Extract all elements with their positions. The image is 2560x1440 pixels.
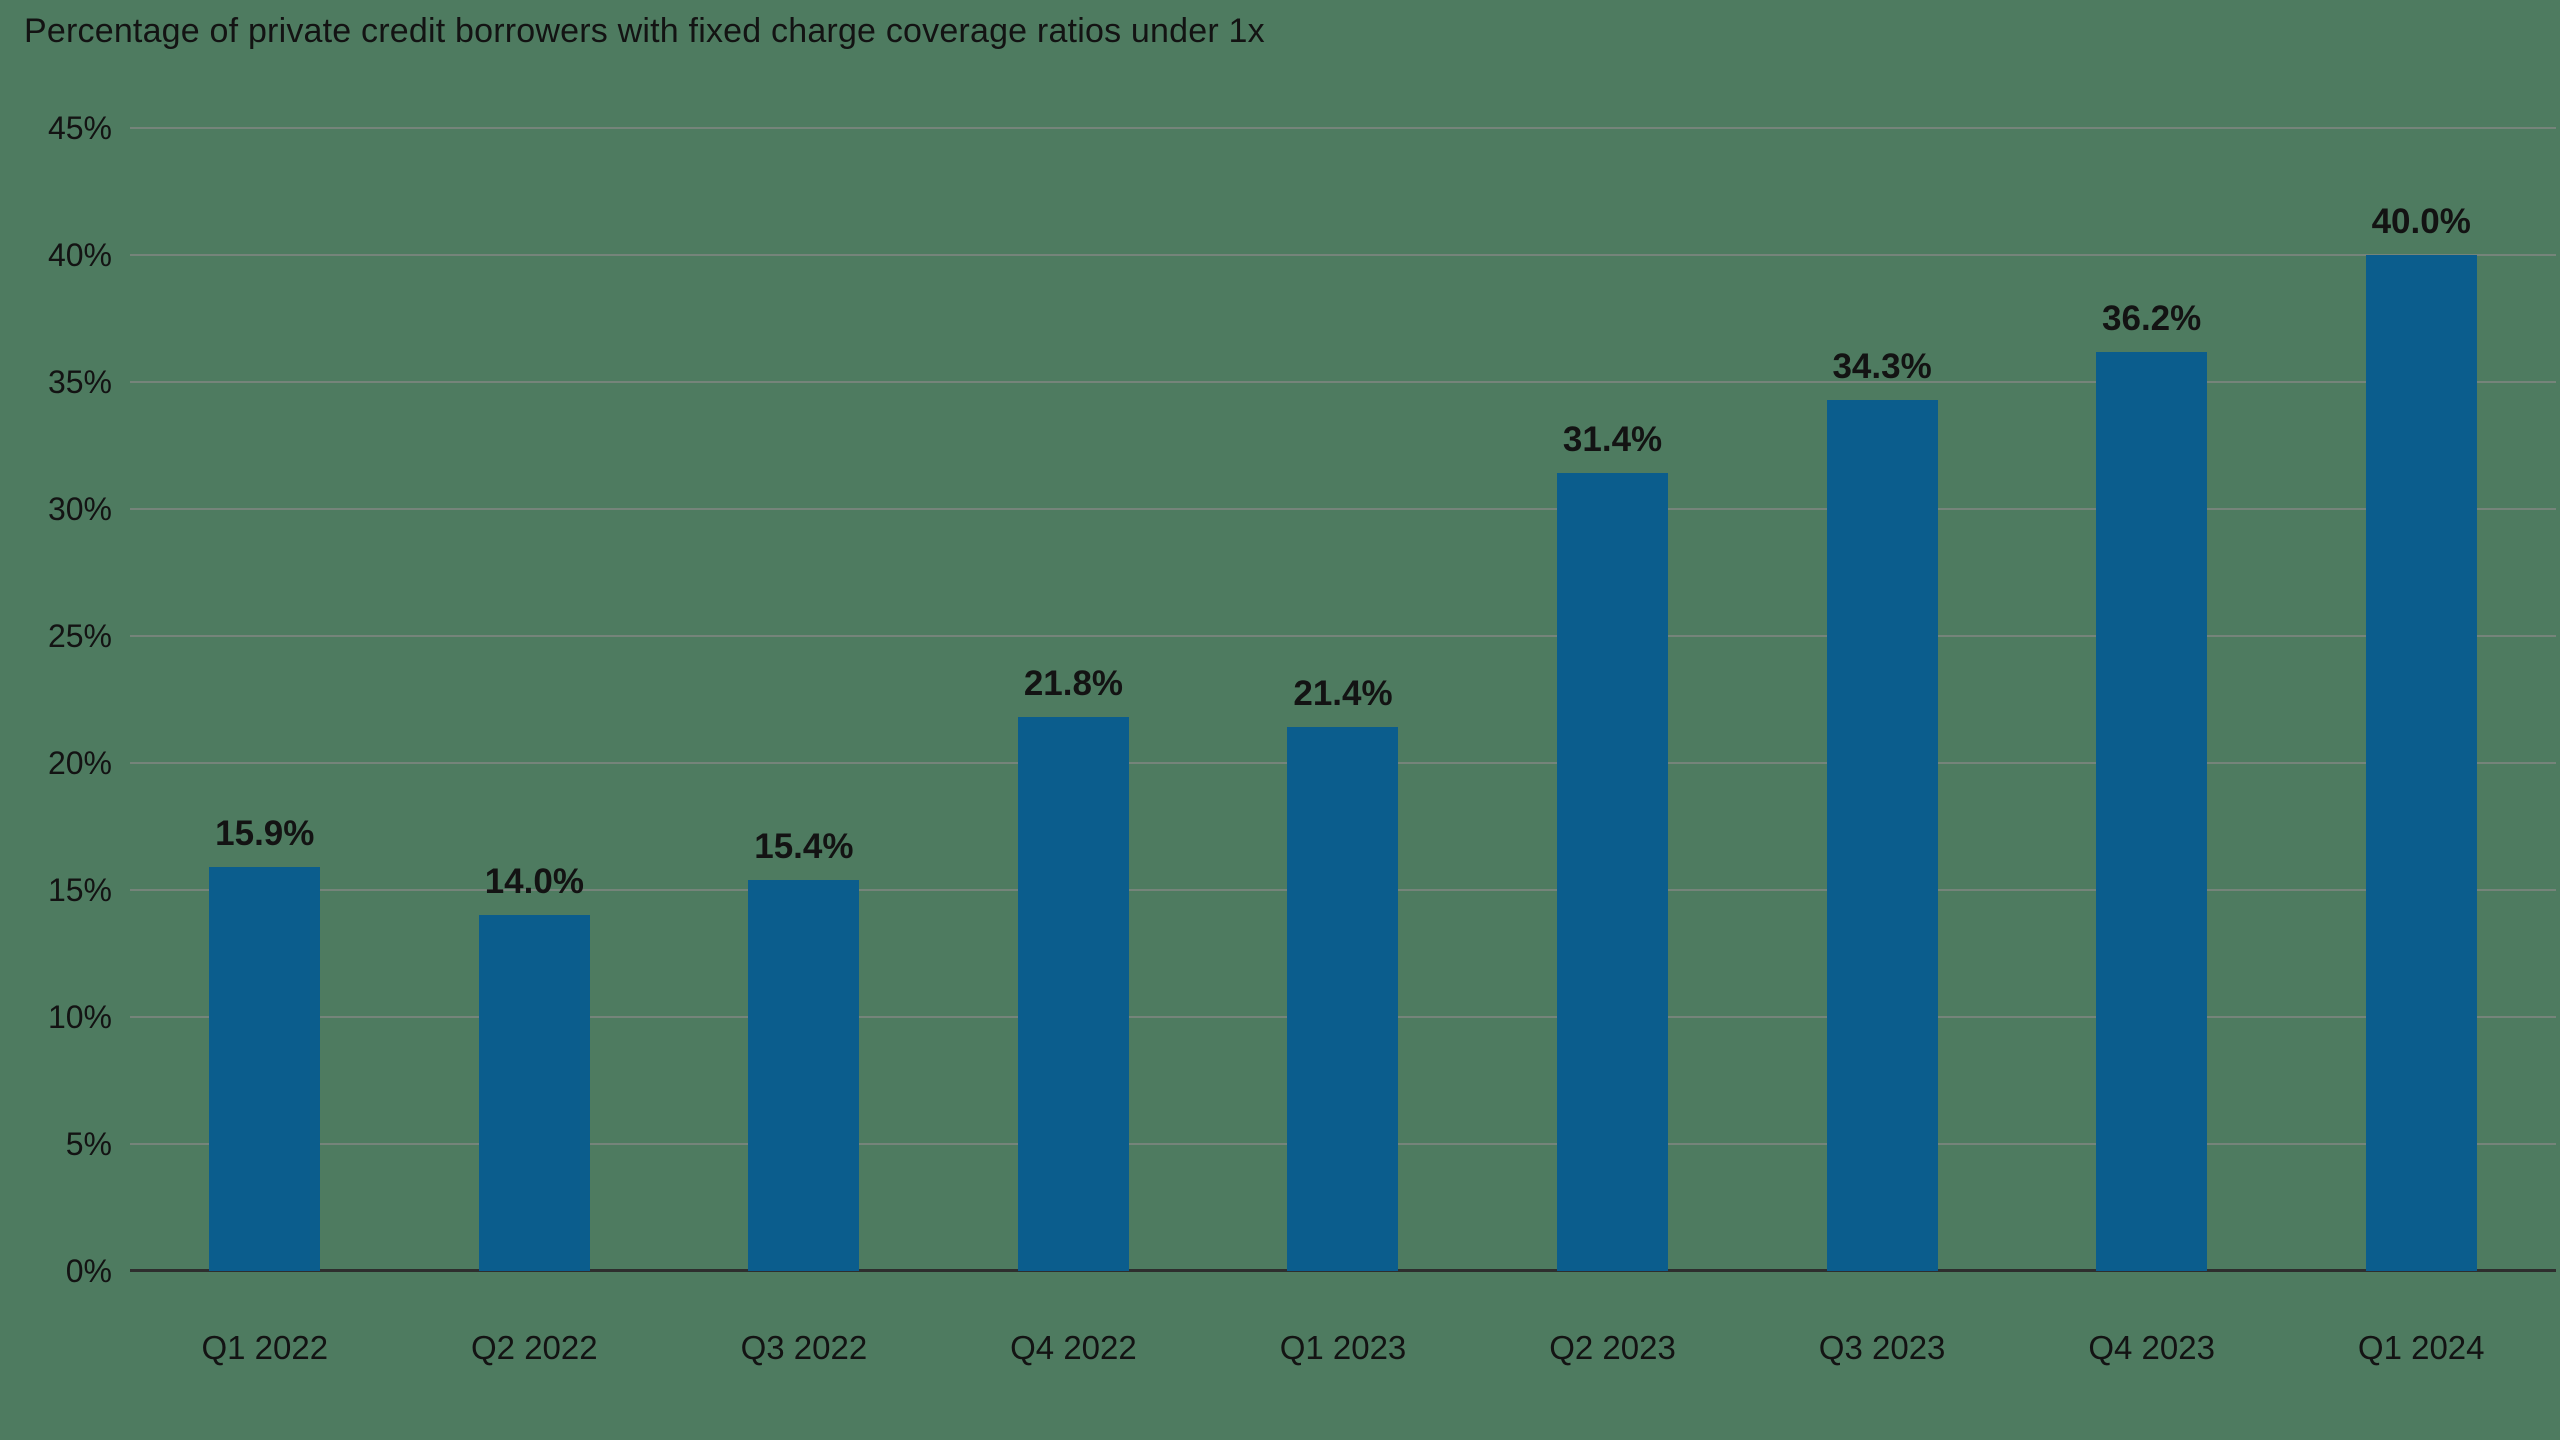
gridline — [130, 635, 2556, 637]
y-tick-label: 35% — [47, 364, 112, 400]
bar — [1287, 727, 1399, 1271]
bar — [2365, 255, 2477, 1271]
y-tick-label: 15% — [47, 872, 112, 908]
bar — [478, 915, 590, 1271]
y-tick-label: 0% — [65, 1253, 112, 1289]
bar-value-label: 21.4% — [1293, 674, 1393, 714]
y-tick-label: 25% — [47, 618, 112, 654]
bar-value-label: 15.4% — [754, 826, 854, 866]
gridline — [130, 254, 2556, 257]
bar — [1557, 473, 1669, 1271]
bar — [748, 879, 860, 1271]
x-tick-label: Q3 2022 — [740, 1329, 868, 1366]
y-tick-label: 5% — [65, 1126, 112, 1162]
x-tick-label: Q1 2023 — [1279, 1329, 1407, 1366]
bar-value-label: 36.2% — [2102, 298, 2202, 338]
bar-value-label: 15.9% — [215, 814, 315, 854]
bar-column: 21.4% — [1208, 128, 1478, 1271]
bar-value-label: 40.0% — [2371, 202, 2471, 241]
bar — [209, 867, 321, 1271]
bar-column: 36.2% — [2017, 128, 2287, 1271]
x-tick-label: Q2 2023 — [1549, 1329, 1676, 1366]
bar — [1017, 717, 1129, 1271]
x-tick-label: Q4 2022 — [1010, 1329, 1137, 1366]
bar-column: 15.4% — [669, 128, 939, 1271]
bar-value-label: 34.3% — [1832, 346, 1932, 386]
y-tick-label: 20% — [47, 745, 112, 781]
bar-column: 31.4% — [1478, 128, 1748, 1271]
bar — [1826, 399, 1938, 1271]
gridline — [130, 381, 2556, 383]
y-tick-label: 45% — [47, 110, 112, 146]
bar-column: 14.0% — [400, 128, 670, 1271]
bar-column: 34.3% — [1747, 128, 2017, 1271]
chart-title: Percentage of private credit borrowers w… — [24, 12, 1265, 50]
bars-layer: 15.9% 14.0% 15.4% 21.8% 21.4% 31.4% 34.3% 36.2%… — [130, 128, 2556, 1271]
x-axis: Q1 2022 Q2 2022 Q3 2022 Q4 2022 Q1 2023 Q2 20… — [130, 1271, 2556, 1440]
x-tick-label: Q1 2022 — [201, 1329, 329, 1366]
bar — [2096, 351, 2208, 1271]
bar-column: 15.9% — [130, 128, 400, 1271]
x-tick-label: Q3 2023 — [1818, 1329, 1946, 1366]
bar-column: 40.0% — [2286, 128, 2556, 1271]
y-tick-label: 40% — [47, 237, 112, 273]
bar-value-label: 21.8% — [1023, 664, 1124, 704]
y-axis: 0% 5% 10% 15% 20% 25% 30% 35% 40% 45% — [0, 112, 118, 1287]
gridline — [130, 127, 2556, 129]
gridline — [130, 508, 2556, 511]
x-tick-label: Q2 2022 — [471, 1329, 598, 1366]
bar-value-label: 14.0% — [484, 862, 584, 902]
y-tick-label: 10% — [47, 999, 112, 1035]
x-tick-label: Q1 2024 — [2357, 1329, 2485, 1366]
bar-value-label: 31.4% — [1562, 420, 1663, 460]
plot-area: 15.9% 14.0% 15.4% 21.8% 21.4% 31.4% 34.3% 36.2%… — [130, 127, 2556, 1272]
y-tick-label: 30% — [47, 491, 112, 527]
x-tick-label: Q4 2023 — [2088, 1329, 2215, 1366]
bar-column: 21.8% — [939, 128, 1209, 1271]
